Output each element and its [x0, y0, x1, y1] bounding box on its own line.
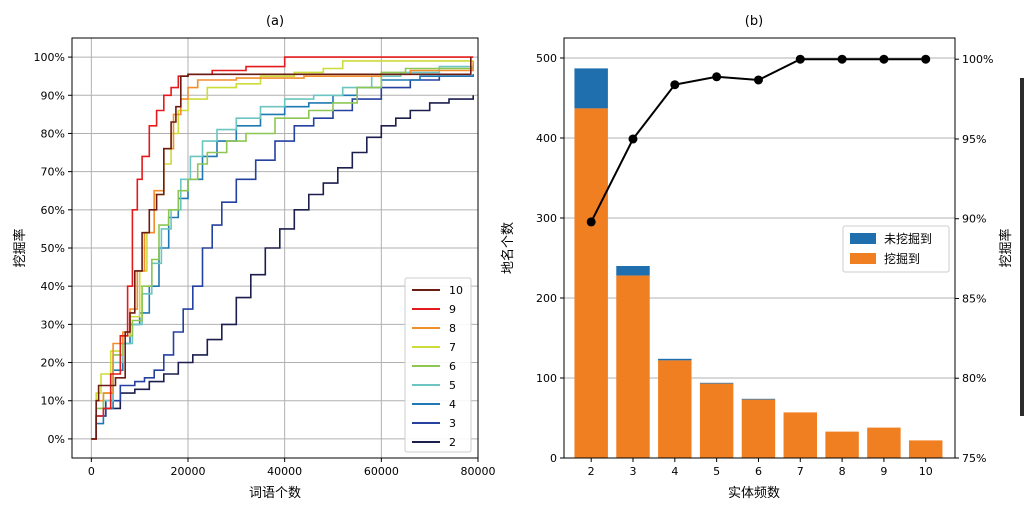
bar-unmined-6 — [741, 398, 776, 400]
bar-mined-2 — [574, 108, 608, 459]
panel-b-title: (b) — [745, 14, 763, 29]
tick-label-y2: 95% — [962, 133, 986, 146]
tick-label-x: 7 — [797, 465, 804, 478]
y-axis-label-b: 地名个数 — [500, 222, 516, 274]
series-line-3 — [91, 74, 474, 440]
series-lines-a — [91, 56, 474, 440]
tick-label-y: 200 — [536, 292, 557, 305]
series-line-10 — [91, 57, 472, 440]
tick-label-y: 50% — [41, 242, 65, 255]
tick-label-x: 2 — [588, 465, 595, 478]
tick-label-x: 20000 — [171, 465, 206, 478]
legend-a: 10 9 8 7 6 5 4 3 2 — [404, 277, 472, 453]
tick-label-y: 0 — [550, 452, 557, 465]
bars-b — [574, 68, 943, 459]
tick-label-y2: 100% — [962, 53, 993, 66]
legend-label-6: 6 — [449, 360, 456, 373]
legend-label-3: 3 — [449, 417, 456, 430]
chart-panel-b: 0 100 200 300 400 500 75% 80% 85% 90% 95% 100% 2 3 4 5 6… — [500, 14, 1014, 501]
legend-swatch-b — [850, 253, 876, 264]
bar-mined-5 — [699, 383, 734, 458]
bar-mined-10 — [909, 440, 943, 458]
tick-label-y: 90% — [41, 89, 65, 102]
legend-swatch-b — [850, 233, 876, 244]
rate-marker-3 — [628, 134, 638, 144]
rate-marker-5 — [712, 72, 722, 82]
y-axis-label-a: 挖掘率 — [12, 228, 28, 267]
tick-label-y: 500 — [536, 52, 557, 65]
tick-label-y2: 85% — [962, 292, 986, 305]
tick-label-y: 80% — [41, 127, 65, 140]
rate-marker-6 — [753, 75, 763, 85]
bar-unmined-4 — [658, 358, 692, 361]
tick-label-y2: 90% — [962, 213, 986, 226]
tick-label-y: 20% — [41, 357, 65, 370]
tick-label-x: 8 — [839, 465, 846, 478]
tick-label-y: 300 — [536, 212, 557, 225]
panel-a-title: (a) — [266, 14, 284, 29]
tick-label-x: 6 — [755, 465, 762, 478]
bar-mined-9 — [867, 427, 901, 458]
tick-label-y: 10% — [41, 395, 65, 408]
tick-label-y: 30% — [41, 318, 65, 331]
tick-label-y: 400 — [536, 132, 557, 145]
rate-marker-9 — [879, 54, 889, 64]
tick-label-x: 80000 — [461, 465, 496, 478]
y2-axis-label-b: 挖掘率 — [998, 228, 1014, 267]
tick-label-x: 60000 — [364, 465, 399, 478]
rate-marker-10 — [921, 54, 931, 64]
bar-mined-3 — [616, 275, 650, 458]
tick-label-y: 100 — [536, 372, 557, 385]
bar-unmined-5 — [699, 382, 734, 384]
tick-label-x: 0 — [88, 465, 95, 478]
legend-label-4: 4 — [449, 398, 456, 411]
series-line-2 — [91, 95, 474, 440]
legend-label-8: 8 — [449, 322, 456, 335]
legend-label-10: 10 — [449, 284, 463, 297]
bar-mined-4 — [658, 360, 692, 458]
bar-unmined-2 — [574, 68, 608, 109]
tick-label-y: 70% — [41, 166, 65, 179]
series-line-9 — [91, 56, 474, 440]
window-edge-scrollbar[interactable] — [1020, 78, 1024, 416]
tick-label-y: 0% — [48, 433, 65, 446]
ticks-a: 0% 10% 20% 30% 40% 50% 60% 70% 80% 90% 100% 0 20000 4… — [34, 51, 496, 478]
ticks-b: 0 100 200 300 400 500 75% 80% 85% 90% 95% 100% 2 3 4 5 6… — [536, 52, 993, 478]
legend-label-7: 7 — [449, 341, 456, 354]
rate-marker-4 — [670, 80, 680, 90]
bar-mined-6 — [741, 399, 776, 458]
tick-label-x: 5 — [713, 465, 720, 478]
chart-panel-a: 0% 10% 20% 30% 40% 50% 60% 70% 80% 90% 100% 0 20000 4… — [12, 14, 496, 501]
bar-mined-7 — [783, 412, 817, 458]
rate-marker-8 — [837, 54, 847, 64]
tick-label-y: 100% — [34, 51, 65, 64]
bar-unmined-3 — [616, 266, 650, 276]
axes-frame-b — [563, 37, 956, 459]
tick-label-y2: 80% — [962, 372, 986, 385]
x-axis-label-b: 实体频数 — [728, 486, 780, 501]
rate-marker-2 — [586, 217, 596, 227]
tick-label-y2: 75% — [962, 452, 986, 465]
tick-label-y: 60% — [41, 204, 65, 217]
tick-label-x: 40000 — [267, 465, 302, 478]
tick-label-x: 4 — [671, 465, 678, 478]
legend-label-9: 9 — [449, 303, 456, 316]
legend-label-5: 5 — [449, 379, 456, 392]
rate-marker-7 — [795, 54, 805, 64]
legend-label-b: 未挖掘到 — [884, 231, 932, 246]
rate-line-b — [586, 54, 931, 227]
tick-label-y: 40% — [41, 280, 65, 293]
legend-label-2: 2 — [449, 436, 456, 449]
x-axis-label-a: 词语个数 — [249, 486, 301, 501]
tick-label-x: 9 — [880, 465, 887, 478]
tick-label-x: 10 — [919, 465, 933, 478]
bar-mined-8 — [825, 431, 859, 458]
series-line-6 — [91, 64, 474, 440]
tick-label-x: 3 — [630, 465, 637, 478]
legend-label-b: 挖掘到 — [884, 251, 920, 266]
